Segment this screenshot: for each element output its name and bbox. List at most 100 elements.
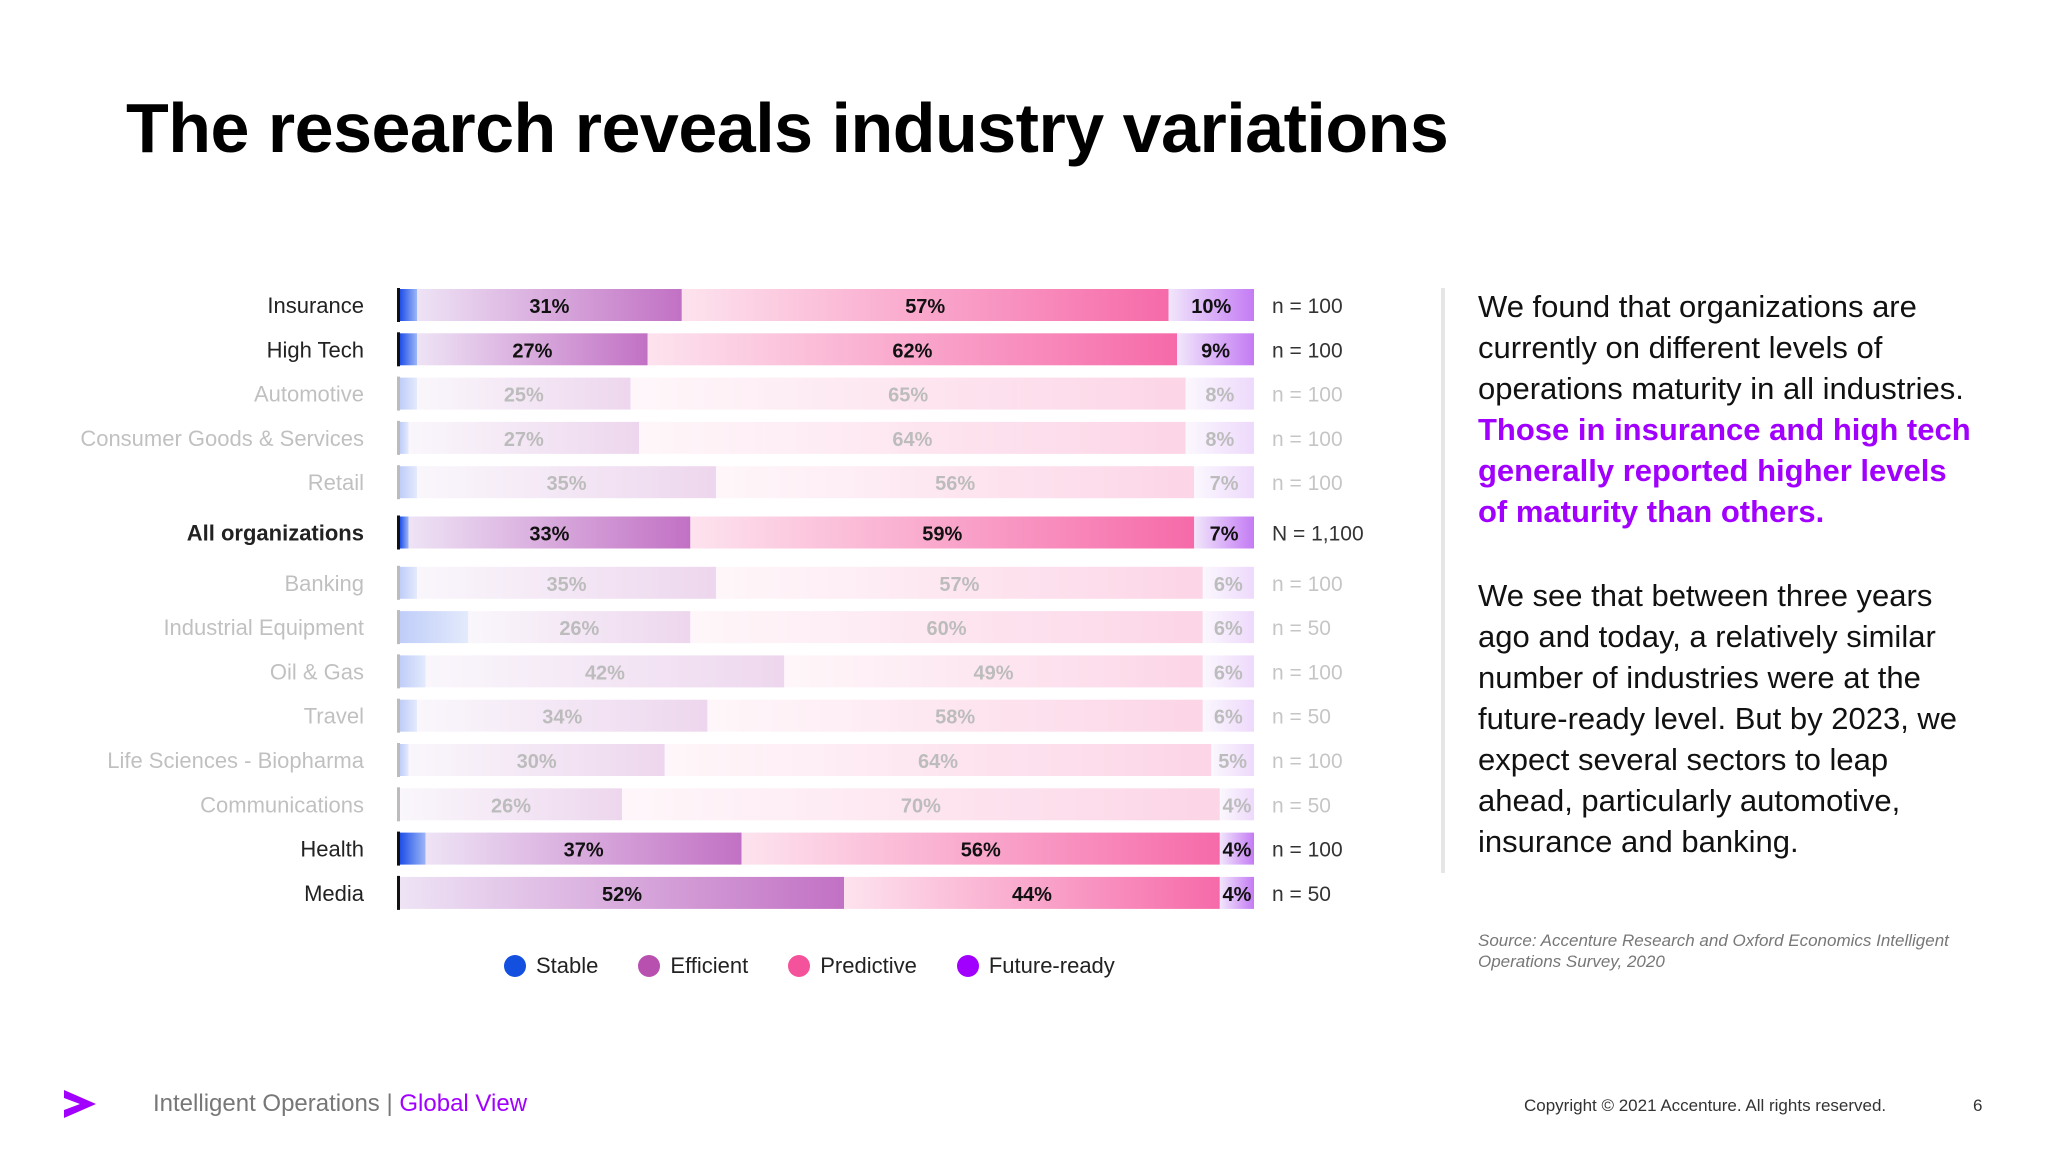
page-number: 6 [1973, 1096, 1983, 1115]
row-label: Retail [308, 470, 364, 495]
body-paragraph-1: We found that organizations are currentl… [1478, 286, 1978, 532]
legend-dot-predictive [788, 955, 811, 977]
row-axis-tick [397, 376, 400, 411]
row-axis-tick [397, 565, 400, 600]
bar-segment-efficient [417, 566, 716, 599]
data-label: 31% [529, 296, 569, 318]
body-paragraph-2: We see that between three years ago and … [1478, 578, 1958, 859]
data-label: 27% [504, 429, 544, 451]
data-label: 7% [1210, 473, 1239, 495]
data-label: 8% [1205, 385, 1234, 407]
data-label: 57% [939, 574, 979, 596]
row-label: Industrial Equipment [163, 615, 364, 640]
row-axis-tick [397, 288, 400, 322]
bar-segment-stable [400, 516, 409, 549]
bar-segment-predictive [630, 377, 1186, 410]
legend-item-future-ready: Future-ready [956, 953, 1115, 979]
chart-row: Retail 35% 56% 7% n = 100 [308, 465, 1343, 500]
legend-label-predictive: Predictive [820, 953, 917, 978]
data-label: 26% [559, 618, 599, 640]
data-label: 8% [1205, 429, 1234, 451]
row-label: Travel [304, 704, 364, 729]
legend-label-efficient: Efficient [670, 953, 749, 978]
data-label: 7% [1210, 524, 1239, 546]
chart-row: Industrial Equipment 26% 60% 6% n = 50 [163, 610, 1331, 645]
bar-segment-future-ready [1202, 699, 1254, 732]
bar-segment-efficient [408, 516, 691, 549]
data-label: 44% [1012, 884, 1052, 906]
data-label: 52% [602, 884, 642, 906]
bar-segment-stable [400, 333, 418, 366]
footer-label-text: Intelligent Operations | [153, 1090, 393, 1117]
data-label: 59% [922, 524, 962, 546]
data-label: 4% [1222, 840, 1251, 862]
data-label: 10% [1191, 296, 1231, 318]
sample-size-label: n = 100 [1272, 750, 1343, 773]
bar-segment-efficient [417, 377, 631, 410]
data-label: 35% [547, 574, 587, 596]
chart-legend: Stable Efficient Predictive Future-ready [504, 952, 1115, 980]
bar-segment-stable [400, 655, 426, 688]
data-label: 34% [542, 707, 582, 729]
data-label: 56% [961, 840, 1001, 862]
body-paragraph-1-text: We found that organizations are currentl… [1478, 289, 1964, 406]
bar-segment-efficient [400, 788, 623, 821]
data-label: 26% [491, 795, 531, 817]
bar-segment-predictive [664, 744, 1212, 776]
row-label: Consumer Goods & Services [80, 426, 364, 451]
data-label: 60% [927, 618, 967, 640]
bar-segment-stable [400, 566, 418, 599]
row-axis-tick [397, 515, 400, 550]
bar-segment-stable [400, 289, 418, 321]
sample-size-label: n = 100 [1272, 428, 1343, 451]
chart-row: Life Sciences - Biopharma 30% 64% 5% n = 100 [107, 743, 1343, 777]
sample-size-label: n = 50 [1272, 883, 1331, 906]
sample-size-label: n = 100 [1272, 295, 1343, 318]
row-axis-tick [397, 787, 400, 822]
sample-size-label: N = 1,100 [1272, 523, 1364, 546]
bar-segment-predictive [715, 566, 1203, 599]
sample-size-label: n = 100 [1272, 339, 1343, 362]
footer-label-accent: Global View [399, 1090, 528, 1117]
data-label: 27% [512, 340, 552, 362]
bar-segment-future-ready [1185, 377, 1254, 410]
row-axis-tick [397, 743, 400, 777]
bar-segment-future-ready [1177, 333, 1254, 366]
data-label: 64% [892, 429, 932, 451]
data-label: 37% [564, 840, 604, 862]
bar-segment-efficient [417, 699, 708, 732]
data-label: 33% [529, 524, 569, 546]
legend-item-efficient: Efficient [638, 953, 748, 979]
row-axis-tick [397, 698, 400, 733]
data-label: 9% [1201, 340, 1230, 362]
row-label: Automotive [254, 382, 364, 407]
bar-segment-future-ready [1194, 466, 1254, 499]
chart-row: Banking 35% 57% 6% n = 100 [284, 565, 1343, 600]
data-label: 35% [547, 473, 587, 495]
bar-segment-stable [400, 421, 409, 454]
row-label: Insurance [267, 293, 364, 318]
bar-segment-efficient [408, 421, 640, 454]
row-label: High Tech [267, 337, 364, 362]
bar-segment-future-ready [1219, 832, 1254, 865]
sample-size-label: n = 100 [1272, 384, 1343, 407]
legend-dot-efficient [638, 955, 661, 977]
accenture-logo-icon [64, 1090, 96, 1118]
bar-segment-efficient [417, 289, 682, 321]
legend-dot-future-ready [956, 955, 979, 977]
bar-segment-predictive [622, 788, 1220, 821]
legend-label-stable: Stable [536, 953, 599, 978]
source-note: Source: Accenture Research and Oxford Ec… [1478, 931, 1949, 971]
chart-row: Media 52% 44% 4% n = 50 [304, 875, 1331, 910]
chart-row: All organizations 33% 59% 7% N = 1,100 [187, 515, 1364, 550]
bar-segment-predictive [784, 655, 1203, 688]
sample-size-label: n = 50 [1272, 706, 1331, 729]
stacked-bar-chart: Insurance 31% 57% 10% n = 100 High Tech 27% 62%… [80, 288, 1364, 910]
legend-item-predictive: Predictive [788, 953, 917, 979]
data-label: 57% [905, 296, 945, 318]
chart-row: Communications 26% 70% 4% n = 50 [200, 787, 1331, 822]
body-paragraph-1-highlight: Those in insurance and high tech general… [1478, 412, 1971, 529]
row-label: All organizations [187, 521, 364, 546]
row-axis-tick [397, 875, 400, 910]
bar-segment-efficient [417, 333, 648, 366]
